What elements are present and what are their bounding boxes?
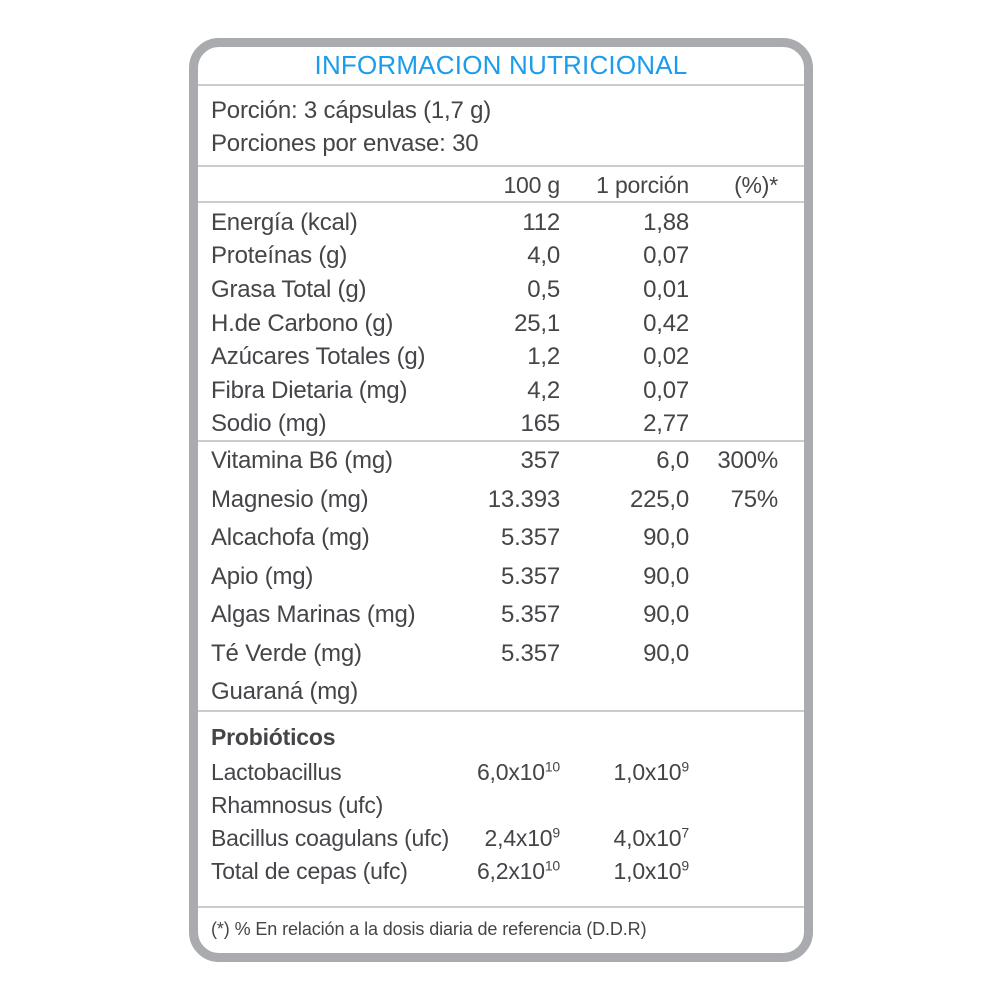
page-title: INFORMACION NUTRICIONAL [314, 50, 688, 80]
table-row: Apio (mg) 5.357 90,0 [198, 558, 804, 597]
probiotic-portion: 1,0x109 [613, 758, 690, 785]
nutrient-label: Grasa Total (g) [211, 275, 367, 303]
micronutrient-pct: 300% [717, 447, 778, 475]
micronutrient-portion: 90,0 [643, 639, 689, 667]
micronutrient-per100: 5.357 [500, 639, 560, 667]
nutrient-per100: 0,5 [527, 275, 560, 303]
column-header-portion: 1 porción [596, 171, 689, 198]
micronutrient-per100: 5.357 [500, 562, 560, 590]
table-row: Grasa Total (g) 0,5 0,01 [198, 273, 804, 307]
nutrient-per100: 25,1 [514, 309, 560, 337]
exponent: 10 [544, 758, 560, 775]
nutrient-portion: 0,07 [643, 376, 689, 404]
exponent: 9 [681, 857, 689, 874]
serving-info: Porción: 3 cápsulas (1,7 g) Porciones po… [198, 86, 804, 167]
exponent: 9 [552, 824, 560, 841]
micronutrient-per100: 13.393 [487, 485, 560, 513]
nutrient-portion: 0,02 [643, 343, 689, 371]
table-row: Bacillus coagulans (ufc) 2,4x109 4,0x107 [198, 822, 804, 855]
nutrient-portion: 2,77 [643, 410, 689, 438]
probiotics-section: Probióticos Lactobacillus 6,0x1010 1,0x1… [198, 712, 804, 908]
table-row: Energía (kcal) 112 1,88 [198, 206, 804, 240]
micronutrient-label: Vitamina B6 (mg) [211, 447, 393, 475]
nutrient-label: Fibra Dietaria (mg) [211, 376, 408, 404]
column-header-pct: (%)* [734, 171, 778, 198]
nutrient-per100: 165 [520, 410, 561, 438]
micronutrient-portion: 90,0 [643, 601, 689, 629]
table-row: Lactobacillus 6,0x1010 1,0x109 [198, 756, 804, 789]
micronutrient-per100: 5.357 [500, 601, 560, 629]
probiotic-per100: 6,2x1010 [476, 857, 560, 884]
micronutrient-portion: 225,0 [629, 485, 689, 513]
exponent: 7 [681, 824, 689, 841]
column-header-100g: 100 g [503, 171, 560, 198]
micronutrient-label: Algas Marinas (mg) [211, 601, 416, 629]
micronutrient-per100: 357 [520, 447, 561, 475]
exponent: 10 [544, 857, 560, 874]
nutrient-portion: 0,07 [643, 242, 689, 270]
table-row: Guaraná (mg) [198, 673, 804, 712]
table-row: Total de cepas (ufc) 6,2x1010 1,0x109 [198, 855, 804, 888]
probiotic-label: Total de cepas (ufc) [211, 858, 408, 884]
title-bar: INFORMACION NUTRICIONAL [198, 47, 804, 86]
table-row: Fibra Dietaria (mg) 4,2 0,07 [198, 374, 804, 408]
nutrient-label: Sodio (mg) [211, 410, 327, 438]
nutrient-label: H.de Carbono (g) [211, 309, 394, 337]
nutrition-label-card: INFORMACION NUTRICIONAL Porción: 3 cápsu… [189, 38, 813, 962]
nutrient-per100: 4,2 [527, 376, 560, 404]
micronutrient-portion: 90,0 [643, 562, 689, 590]
table-row: Sodio (mg) 165 2,77 [198, 408, 804, 442]
nutrient-label: Energía (kcal) [211, 208, 358, 236]
probiotic-label: Lactobacillus [211, 759, 342, 785]
probiotic-label: Bacillus coagulans (ufc) [211, 825, 450, 851]
probiotics-heading: Probióticos [211, 723, 336, 750]
nutrient-label: Proteínas (g) [211, 242, 348, 270]
serving-size-text: Porción: 3 cápsulas (1,7 g) [211, 97, 492, 124]
column-header-row: 100 g 1 porción (%)* [198, 167, 804, 203]
table-row: Alcachofa (mg) 5.357 90,0 [198, 519, 804, 558]
micronutrient-label: Magnesio (mg) [211, 485, 369, 513]
nutrient-per100: 112 [522, 208, 560, 236]
micronutrient-label: Té Verde (mg) [211, 639, 362, 667]
table-row: Proteínas (g) 4,0 0,07 [198, 240, 804, 274]
micronutrient-portion: 6,0 [656, 447, 689, 475]
servings-per-container-text: Porciones por envase: 30 [211, 130, 479, 157]
table-row: Vitamina B6 (mg) 357 6,0 300% [198, 442, 804, 481]
table-row: Té Verde (mg) 5.357 90,0 [198, 635, 804, 674]
table-row: Magnesio (mg) 13.393 225,0 75% [198, 481, 804, 520]
nutrient-portion: 0,42 [643, 309, 689, 337]
table-row: Rhamnosus (ufc) [198, 789, 804, 822]
micronutrient-label: Alcachofa (mg) [211, 524, 370, 552]
probiotic-portion: 4,0x107 [613, 824, 690, 851]
probiotic-label: Rhamnosus (ufc) [211, 792, 384, 818]
micronutrient-portion: 90,0 [643, 524, 689, 552]
table-row: Algas Marinas (mg) 5.357 90,0 [198, 596, 804, 635]
micronutrient-label: Apio (mg) [211, 562, 314, 590]
micronutrients-section: Vitamina B6 (mg) 357 6,0 300% Magnesio (… [198, 442, 804, 712]
nutrient-label: Azúcares Totales (g) [211, 343, 426, 371]
table-row: Azúcares Totales (g) 1,2 0,02 [198, 340, 804, 374]
nutrient-portion: 0,01 [643, 275, 689, 303]
footnote-text: (*) % En relación a la dosis diaria de r… [211, 919, 647, 939]
probiotic-per100: 2,4x109 [484, 824, 561, 851]
probiotic-portion: 1,0x109 [613, 857, 690, 884]
nutrient-per100: 4,0 [527, 242, 560, 270]
footnote: (*) % En relación a la dosis diaria de r… [198, 908, 804, 953]
table-row: H.de Carbono (g) 25,1 0,42 [198, 307, 804, 341]
nutrient-per100: 1,2 [527, 343, 560, 371]
nutrient-portion: 1,88 [643, 208, 689, 236]
micronutrient-label: Guaraná (mg) [211, 678, 358, 706]
micronutrient-pct: 75% [730, 485, 779, 513]
micronutrient-per100: 5.357 [500, 524, 560, 552]
probiotic-per100: 6,0x1010 [476, 758, 560, 785]
exponent: 9 [681, 758, 689, 775]
nutrients-section: Energía (kcal) 112 1,88 Proteínas (g) 4,… [198, 203, 804, 442]
